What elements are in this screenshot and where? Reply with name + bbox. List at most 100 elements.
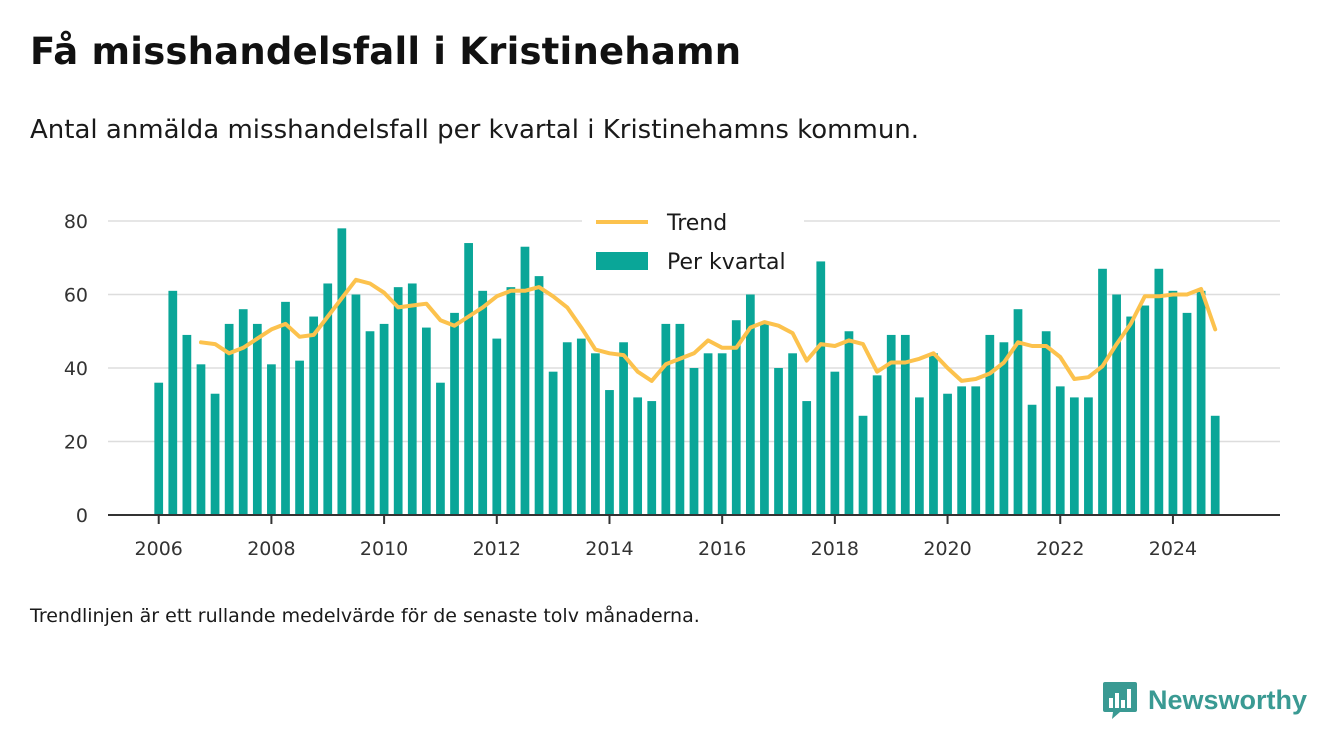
y-tick-label: 20 <box>64 432 88 454</box>
bar <box>238 309 248 515</box>
bar <box>323 283 333 515</box>
bar <box>534 276 544 515</box>
brand-name: Newsworthy <box>1148 684 1308 715</box>
bar <box>929 353 938 515</box>
bar <box>351 294 361 515</box>
legend: Trend Per kvartal <box>582 203 804 285</box>
newsworthy-logo-icon <box>1103 682 1137 719</box>
legend-background <box>582 203 804 285</box>
bar <box>633 397 643 515</box>
bar <box>436 382 445 515</box>
x-tick-label: 2006 <box>135 538 183 560</box>
footnote: Trendlinjen är ett rullande medelvärde f… <box>30 605 700 627</box>
bar <box>365 331 375 515</box>
bar <box>591 353 600 515</box>
bar <box>943 393 952 515</box>
bar <box>1013 309 1023 515</box>
bar <box>971 386 981 515</box>
bar <box>619 342 628 515</box>
bar <box>844 331 854 515</box>
bar <box>1196 290 1206 515</box>
bar <box>985 334 995 515</box>
y-tick-label: 0 <box>76 505 88 527</box>
bar <box>492 338 502 515</box>
bar <box>760 323 769 515</box>
chart-subtitle: Antal anmälda misshandelsfall per kvarta… <box>30 115 920 145</box>
bar-series <box>154 228 1220 516</box>
bar <box>393 287 403 515</box>
y-tick-label: 60 <box>64 285 88 307</box>
bar <box>464 243 473 516</box>
bar <box>520 246 530 515</box>
x-tick-label: 2014 <box>585 538 633 560</box>
legend-trend-label: Trend <box>666 211 727 236</box>
bar <box>1168 290 1178 515</box>
bar <box>210 393 220 515</box>
bar <box>647 401 657 515</box>
bar <box>717 353 727 515</box>
legend-bar-swatch <box>596 252 648 270</box>
bar <box>675 323 685 515</box>
x-tick-label: 2008 <box>247 538 295 560</box>
bar <box>1098 268 1107 515</box>
bar <box>1182 312 1192 515</box>
bar <box>196 364 206 515</box>
bar <box>252 323 262 515</box>
x-tick-label: 2024 <box>1149 538 1197 560</box>
bar <box>1140 305 1150 515</box>
bar <box>1154 268 1164 515</box>
bar <box>689 368 699 515</box>
bar <box>886 334 896 515</box>
bar <box>1027 404 1037 515</box>
bar <box>745 294 755 515</box>
bar <box>1069 397 1079 515</box>
bar <box>774 368 783 515</box>
trend-line <box>199 277 1218 383</box>
bar <box>182 334 192 515</box>
bar <box>900 334 910 515</box>
legend-bar-label: Per kvartal <box>667 250 786 275</box>
bar <box>407 283 417 515</box>
bar <box>957 386 967 515</box>
bar <box>562 342 572 515</box>
bar <box>1210 415 1220 515</box>
trend-series <box>199 277 1218 383</box>
axes: 0 20 40 60 80 2006 2008 2010 2012 2014 2016 2018 202… <box>64 211 1280 560</box>
bar <box>421 327 431 515</box>
bar <box>1055 386 1065 515</box>
x-tick-label: 2012 <box>473 538 521 560</box>
bar <box>830 371 840 515</box>
bar <box>915 397 924 515</box>
chart-title: Få misshandelsfall i Kristinehamn <box>30 30 742 73</box>
bar <box>224 323 234 515</box>
bar <box>802 401 812 515</box>
y-tick-label: 80 <box>64 211 88 233</box>
bar <box>1126 316 1136 515</box>
bar <box>478 290 488 515</box>
bar <box>309 316 319 515</box>
brand-logo: Newsworthy <box>1102 680 1307 720</box>
y-tick-label: 40 <box>64 358 88 380</box>
bar <box>450 312 459 515</box>
x-tick-label: 2010 <box>360 538 408 560</box>
bar <box>703 353 713 515</box>
bar <box>337 228 347 515</box>
bar <box>1112 294 1121 515</box>
x-tick-label: 2020 <box>923 538 971 560</box>
bar <box>816 261 826 515</box>
x-tick-label: 2016 <box>698 538 746 560</box>
x-tick-label: 2022 <box>1036 538 1084 560</box>
bar <box>872 375 882 515</box>
bar <box>731 320 741 515</box>
bar <box>1041 331 1051 515</box>
bar <box>548 371 558 515</box>
bar <box>999 342 1009 515</box>
bar <box>168 290 178 515</box>
bar <box>1084 397 1093 515</box>
bar <box>281 301 290 515</box>
bar <box>267 364 276 515</box>
bar <box>661 323 671 515</box>
bar <box>295 360 304 515</box>
bar <box>154 382 164 515</box>
